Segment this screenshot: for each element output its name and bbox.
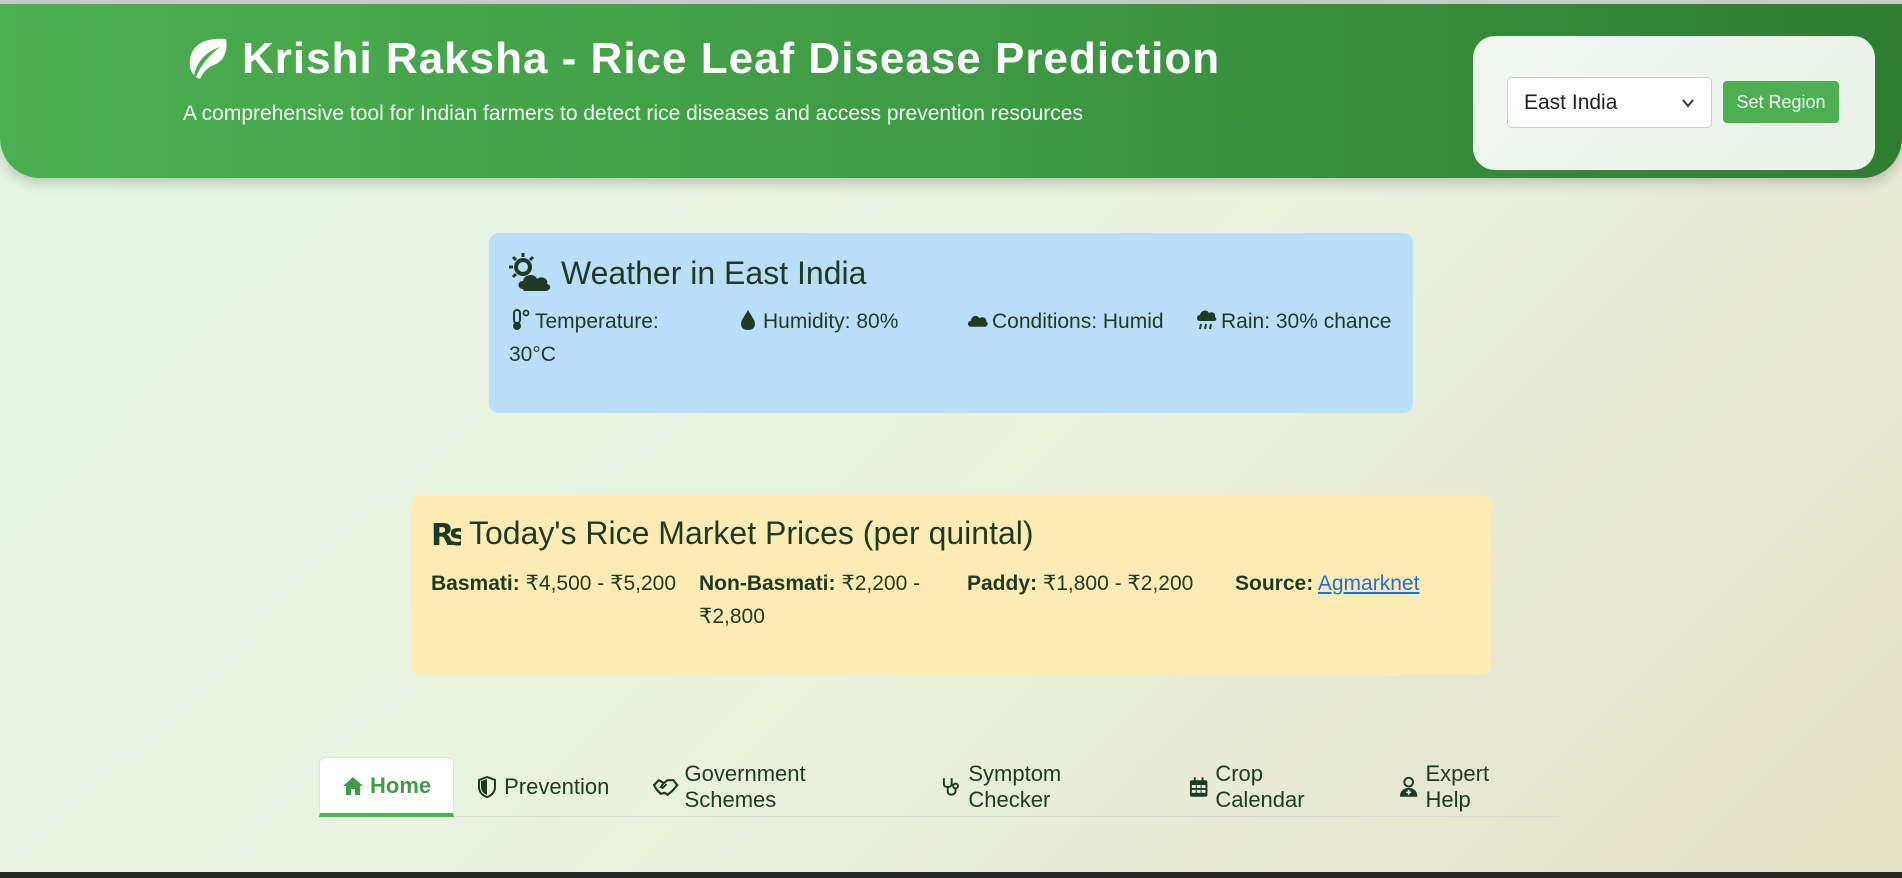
market-title: ₨ Today's Rice Market Prices (per quinta…	[431, 515, 1034, 552]
price-non-basmati-label: Non-Basmati:	[699, 572, 836, 595]
price-basmati-label: Basmati:	[431, 572, 520, 595]
app-header: Krishi Raksha - Rice Leaf Disease Predic…	[0, 4, 1902, 178]
calendar-icon	[1189, 777, 1208, 797]
price-basmati-value: ₹4,500 - ₹5,200	[525, 572, 677, 595]
main-tabs: Home Prevention Government Schemes Sympt…	[319, 757, 1559, 817]
handshake-icon	[653, 778, 679, 797]
brand: Krishi Raksha - Rice Leaf Disease Predic…	[182, 34, 1220, 84]
weather-conditions: Conditions: Humid	[966, 305, 1166, 338]
region-select[interactable]: East India	[1507, 77, 1712, 128]
price-non-basmati-value: ₹2,200 - ₹2,800	[699, 572, 921, 628]
weather-temperature-text: Temperature: 30°C	[509, 310, 659, 366]
weather-rain-text: Rain: 30% chance	[1221, 310, 1392, 333]
rain-cloud-icon	[1197, 310, 1217, 330]
rupee-sign-icon: ₨	[431, 518, 461, 550]
agmarknet-link[interactable]: Agmarknet	[1317, 572, 1420, 595]
tab-crop-calendar-label: Crop Calendar	[1215, 761, 1305, 812]
weather-humidity-text: Humidity: 80%	[763, 310, 899, 333]
region-panel: East India Set Region	[1473, 36, 1875, 170]
weather-conditions-text: Conditions: Humid	[992, 310, 1164, 333]
price-paddy-label: Paddy:	[967, 572, 1038, 595]
svg-text:₨: ₨	[431, 518, 461, 550]
tab-expert-help[interactable]: Expert Help	[1376, 757, 1559, 817]
tab-prevention-label: Prevention	[504, 774, 610, 799]
window-top-border	[0, 0, 1902, 4]
tab-expert-help-label: Expert Help	[1425, 761, 1490, 812]
price-source-label: Source:	[1235, 572, 1314, 595]
weather-card: Weather in East India Temperature: 30°C …	[489, 233, 1413, 413]
tab-crop-calendar[interactable]: Crop Calendar	[1166, 757, 1376, 817]
price-paddy-value: ₹1,800 - ₹2,200	[1042, 572, 1194, 595]
market-prices-card: ₨ Today's Rice Market Prices (per quinta…	[411, 495, 1491, 675]
page-title: Krishi Raksha - Rice Leaf Disease Predic…	[242, 34, 1221, 83]
price-paddy: Paddy: ₹1,800 - ₹2,200	[967, 567, 1217, 600]
price-basmati: Basmati: ₹4,500 - ₹5,200	[431, 567, 681, 600]
market-title-text: Today's Rice Market Prices (per quintal)	[469, 515, 1034, 551]
chevron-down-icon	[1682, 98, 1694, 108]
tab-prevention[interactable]: Prevention	[454, 757, 631, 817]
page-subtitle: A comprehensive tool for Indian farmers …	[183, 102, 1083, 125]
price-non-basmati: Non-Basmati: ₹2,200 - ₹2,800	[699, 567, 949, 633]
leaf-icon	[189, 38, 227, 79]
stethoscope-icon	[942, 778, 959, 796]
price-source: Source: Agmarknet	[1235, 567, 1485, 600]
home-icon	[343, 776, 363, 795]
thermometer-icon	[513, 309, 530, 330]
weather-title: Weather in East India	[509, 253, 866, 293]
sun-cloud-icon	[509, 253, 551, 291]
tab-symptom-checker-label: Symptom Checker	[968, 761, 1062, 812]
weather-temperature: Temperature: 30°C	[509, 305, 709, 371]
weather-rain: Rain: 30% chance	[1195, 305, 1395, 338]
region-select-value: East India	[1524, 90, 1618, 114]
set-region-button[interactable]: Set Region	[1723, 81, 1839, 123]
cloud-icon	[967, 315, 988, 327]
tab-government-schemes[interactable]: Government Schemes	[631, 757, 919, 817]
tab-home-label: Home	[370, 772, 432, 798]
user-doctor-icon	[1400, 776, 1418, 797]
tab-government-schemes-label: Government Schemes	[684, 761, 806, 812]
weather-title-text: Weather in East India	[561, 254, 867, 291]
tab-home[interactable]: Home	[319, 757, 455, 817]
droplet-icon	[741, 310, 755, 330]
weather-humidity: Humidity: 80%	[737, 305, 937, 338]
shield-icon	[478, 776, 497, 798]
tab-symptom-checker[interactable]: Symptom Checker	[919, 757, 1166, 817]
bottom-edge	[0, 872, 1902, 878]
